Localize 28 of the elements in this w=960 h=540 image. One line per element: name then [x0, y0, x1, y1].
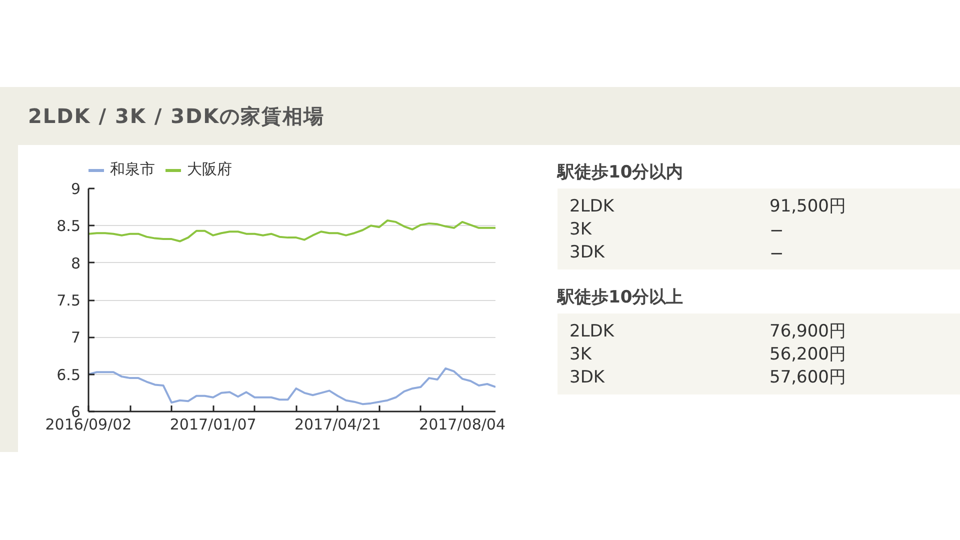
- line-series: [88, 367, 496, 406]
- text: 56,200円: [770, 344, 846, 364]
- category-label: 2LDK: [570, 322, 615, 342]
- line-series: [88, 219, 496, 242]
- category-label: 3K: [570, 344, 592, 364]
- category-label: 3DK: [570, 242, 606, 262]
- y-tick-label: 8: [70, 254, 81, 272]
- text: −: [770, 221, 784, 241]
- y-tick-label: 7.5: [56, 292, 81, 310]
- text: 57,600円: [770, 368, 846, 388]
- legend-label: 大阪府: [187, 160, 232, 179]
- x-tick-label: 2017/04/21: [294, 416, 381, 434]
- y-tick-label: 6.5: [56, 366, 81, 384]
- category-label: 3K: [570, 220, 592, 240]
- y-tick-label: 8.5: [56, 217, 81, 236]
- text: 91,500円: [770, 196, 846, 216]
- text: 駅徒歩10分以内: [556, 162, 684, 182]
- x-tick-label: 2017/08/04: [419, 416, 506, 434]
- y-tick-label: 9: [70, 180, 81, 198]
- chart-title: 2LDK / 3K / 3DKの家賃相場: [28, 103, 325, 130]
- category-label: 2LDK: [570, 196, 615, 216]
- x-tick-label: 2017/01/07: [170, 416, 256, 434]
- text: 76,900円: [770, 322, 846, 342]
- legend-label: 和泉市: [110, 160, 155, 179]
- y-tick-label: 7: [70, 328, 81, 347]
- text: −: [770, 244, 784, 264]
- category-label: 3DK: [570, 368, 606, 388]
- text: 駅徒歩10分以上: [556, 288, 684, 308]
